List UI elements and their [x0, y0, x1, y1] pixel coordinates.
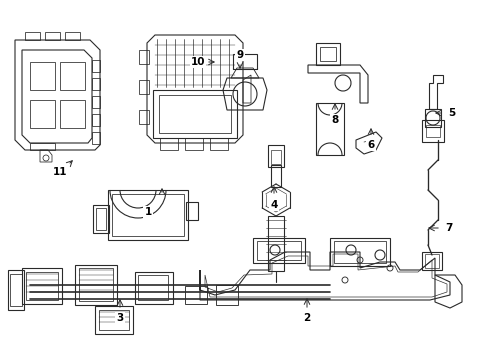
- Bar: [30, 100, 55, 128]
- Bar: [185, 202, 198, 220]
- Bar: [138, 275, 168, 300]
- Bar: [95, 306, 133, 334]
- Text: 10: 10: [190, 57, 205, 67]
- Bar: [10, 274, 22, 306]
- Text: 2: 2: [303, 313, 310, 323]
- Bar: [139, 80, 149, 94]
- Bar: [139, 50, 149, 64]
- Bar: [421, 120, 443, 142]
- Bar: [8, 270, 24, 310]
- Bar: [424, 254, 438, 268]
- Bar: [60, 62, 85, 90]
- Bar: [267, 145, 284, 167]
- Bar: [96, 208, 106, 230]
- Bar: [99, 310, 129, 330]
- Bar: [160, 138, 178, 150]
- Bar: [75, 265, 117, 305]
- Bar: [333, 241, 385, 263]
- Bar: [60, 100, 85, 128]
- Text: 8: 8: [331, 115, 338, 125]
- Bar: [252, 238, 305, 263]
- Bar: [232, 54, 257, 69]
- Bar: [329, 238, 389, 266]
- Text: 3: 3: [116, 313, 123, 323]
- Text: 9: 9: [236, 50, 243, 60]
- Text: 5: 5: [447, 108, 455, 118]
- Bar: [209, 138, 227, 150]
- Bar: [267, 216, 284, 271]
- Bar: [424, 109, 440, 127]
- Text: 6: 6: [366, 140, 374, 150]
- Bar: [319, 47, 335, 61]
- Bar: [315, 43, 339, 65]
- Bar: [257, 241, 301, 260]
- Bar: [153, 90, 237, 138]
- Bar: [135, 272, 173, 304]
- Bar: [421, 252, 441, 270]
- Bar: [79, 268, 113, 301]
- Bar: [216, 285, 238, 305]
- Bar: [30, 62, 55, 90]
- Text: 1: 1: [144, 207, 151, 217]
- Bar: [315, 103, 343, 155]
- Bar: [108, 190, 187, 240]
- Bar: [112, 194, 183, 236]
- Bar: [22, 268, 62, 304]
- Bar: [139, 110, 149, 124]
- Bar: [159, 95, 230, 133]
- Bar: [26, 272, 58, 300]
- Text: 4: 4: [270, 200, 277, 210]
- Bar: [184, 138, 203, 150]
- Bar: [270, 150, 281, 164]
- Bar: [93, 205, 109, 233]
- Bar: [184, 286, 206, 304]
- Bar: [270, 165, 281, 187]
- Bar: [425, 125, 439, 137]
- Text: 11: 11: [53, 167, 67, 177]
- Text: 7: 7: [445, 223, 452, 233]
